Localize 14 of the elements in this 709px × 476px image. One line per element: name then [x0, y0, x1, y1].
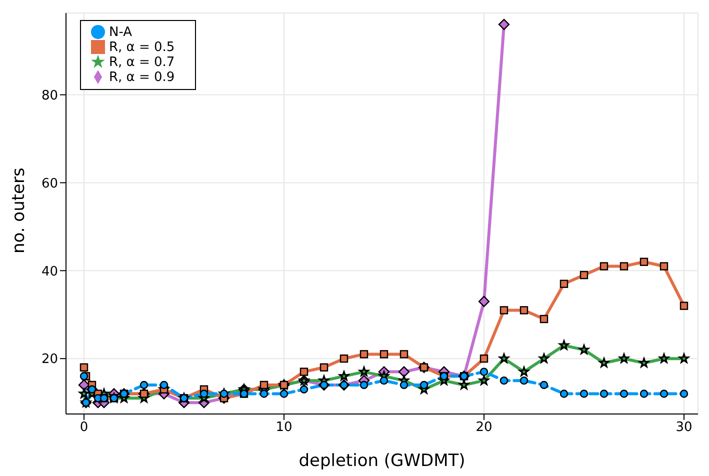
x-tick-label: 30 — [676, 420, 692, 436]
x-tick-label: 20 — [476, 420, 492, 436]
legend-label: R, α = 0.9 — [109, 70, 175, 85]
y-tick-label: 80 — [41, 88, 58, 104]
y-axis-title: no. outers — [9, 168, 30, 254]
y-tick-label: 60 — [41, 176, 58, 192]
y-tick-label: 40 — [41, 264, 58, 280]
legend-label: R, α = 0.5 — [109, 40, 175, 55]
legend-label: N-A — [109, 25, 132, 40]
x-axis-title: depletion (GWDMT) — [298, 451, 466, 471]
legend-label: R, α = 0.7 — [109, 55, 175, 70]
x-tick-label: 10 — [276, 420, 292, 436]
x-tick-label: 0 — [80, 420, 88, 436]
y-tick-label: 20 — [41, 352, 58, 368]
